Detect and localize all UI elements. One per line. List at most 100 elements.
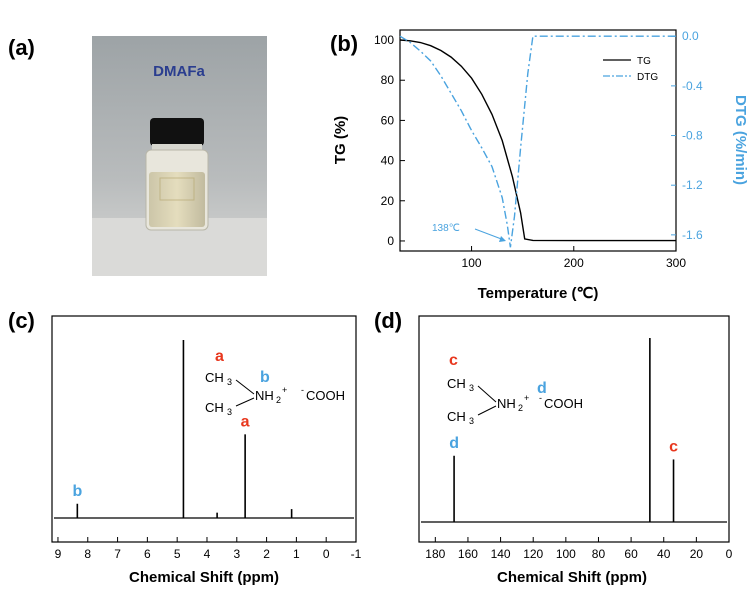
chart-c-xtick-label: 5 [174,547,181,561]
chart-d-xtick-label: 180 [425,547,445,561]
chart-d-xtick-label: 100 [556,547,576,561]
structure-c-label-amine: b [260,369,270,386]
chart-d-xtick-label: 120 [523,547,543,561]
chart-b-xtick-label: 300 [666,256,686,270]
chart-d-frame [418,315,730,543]
structure-c-anion: COOH [306,388,345,403]
chart-c-xtick-label: 4 [204,547,211,561]
chart-d-ticks: 180 160 140 120 100 80 60 40 20 0 [425,537,733,561]
structure-d-bond-bottom [477,405,497,416]
chart-b-legend: TG DTG [603,56,658,83]
series-dtg-line [399,35,676,248]
chart-c-xtick-label: 6 [144,547,151,561]
chart-c-xtick-label: 9 [55,547,62,561]
structure-c-nh-sub: 2 [276,395,281,405]
panel-a-label: (a) [8,35,35,60]
structure-c-anion-charge: - [301,385,304,395]
chart-d-structure: c d CH 3 CH 3 NH 2 + - COOH [447,352,583,426]
chart-d-xtick-label: 0 [726,547,733,561]
annotation-arrowhead [499,236,506,242]
structure-d-anion-charge: - [539,393,542,403]
chart-d-xtick-label: 160 [458,547,478,561]
chart-b-y2tick-label: -0.8 [682,129,703,143]
chart-c-xtick-label: 3 [233,547,240,561]
chart-c-ticks: 9 8 7 6 5 4 3 2 1 0 -1 [55,537,362,561]
chart-b-ylabel: TG (%) [332,116,349,164]
chart-c-structure: a b CH 3 CH 3 NH 2 + - COOH [205,348,345,417]
legend-dtg-label: DTG [637,72,658,83]
chart-b-y2tick-label: -0.4 [682,79,703,93]
chart-d-xlabel: Chemical Shift (ppm) [497,569,647,586]
structure-c-bond-bottom [235,397,255,407]
chart-c-xtick-label: 7 [114,547,121,561]
chart-c-xtick-label: -1 [351,547,362,561]
chart-d-xtick-label: 80 [592,547,606,561]
chart-c-spectrum: ba [54,340,354,519]
chart-c-xtick-label: 1 [293,547,300,561]
legend-tg-label: TG [637,56,651,67]
chart-b-ytick-label: 80 [381,73,395,87]
chart-c-peak-label: a [241,413,250,430]
chart-b-ticks: 100 200 300 0 20 40 60 80 100 0.0 -0.4 -0.8 -1.2 -1.6 [374,29,703,270]
chart-d-peak-label: c [669,438,678,455]
structure-d-ch3-top-sub: 3 [469,383,474,393]
chart-b-y2tick-label: 0.0 [682,29,699,43]
structure-d-ch3-top: CH [447,376,466,391]
structure-d-nh: NH [497,396,516,411]
annotation-arrow [474,228,505,241]
chart-d-xtick-label: 20 [690,547,704,561]
structure-c-bond-top [235,379,255,395]
structure-c-ch3-top: CH [205,370,224,385]
chart-c-frame [51,315,357,543]
structure-d-nh-sub: 2 [518,403,523,413]
structure-d-ch3-bottom: CH [447,409,466,424]
vial-cap [150,118,204,146]
series-tg-line [399,39,676,242]
structure-c-nh-charge: + [282,385,287,395]
chart-b-annotation: 138℃ [432,223,460,234]
chart-d-peak-label: d [449,435,459,452]
chart-c-xlabel: Chemical Shift (ppm) [129,569,279,586]
chart-b-ytick-label: 40 [381,154,395,168]
vial-neck [152,144,202,150]
chart-c-xtick-label: 2 [263,547,270,561]
structure-d-bond-top [477,385,497,403]
structure-d-anion: COOH [544,396,583,411]
chart-b-series [399,35,676,248]
h-nmr-chart: 9 8 7 6 5 4 3 2 1 0 -1 ba Chemical Shift (ppm) a b… [51,315,362,586]
chart-b-y2tick-label: -1.2 [682,178,703,192]
chart-d-xtick-label: 40 [657,547,671,561]
chart-b-ytick-label: 100 [374,33,394,47]
chart-d-xtick-label: 60 [624,547,638,561]
photo-caption: DMAFa [153,63,205,80]
chart-c-xtick-label: 0 [323,547,330,561]
structure-c-ch3-bottom: CH [205,400,224,415]
chart-b-xtick-label: 200 [564,256,584,270]
structure-d-nh-charge: + [524,393,529,403]
panel-c-label: (c) [8,308,35,333]
chart-b-xtick-label: 100 [462,256,482,270]
chart-d-xtick-label: 140 [491,547,511,561]
tg-dtg-chart: 100 200 300 0 20 40 60 80 100 0.0 -0.4 -0.8 -1.2 -1.6… [332,29,749,302]
structure-c-nh: NH [255,388,274,403]
structure-c-ch3-bottom-sub: 3 [227,407,232,417]
chart-b-ytick-label: 20 [381,194,395,208]
structure-d-ch3-bottom-sub: 3 [469,416,474,426]
vial-photo: DMAFa [92,36,267,276]
chart-b-ytick-label: 60 [381,113,395,127]
chart-c-peak-label: b [72,483,82,500]
structure-d-label-carboxyl: d [537,380,547,397]
structure-d-label-methyl: c [449,352,458,369]
panel-d-label: (d) [374,308,402,333]
chart-b-y2label: DTG (%/min) [732,95,749,185]
vial-label-reflection [159,177,195,201]
chart-b-ytick-label: 0 [387,234,394,248]
chart-b-y2tick-label: -1.6 [682,228,703,242]
chart-b-frame [399,29,677,252]
panel-b-label: (b) [330,31,358,56]
chart-c-xtick-label: 8 [84,547,91,561]
structure-c-label-methyl: a [215,348,224,365]
